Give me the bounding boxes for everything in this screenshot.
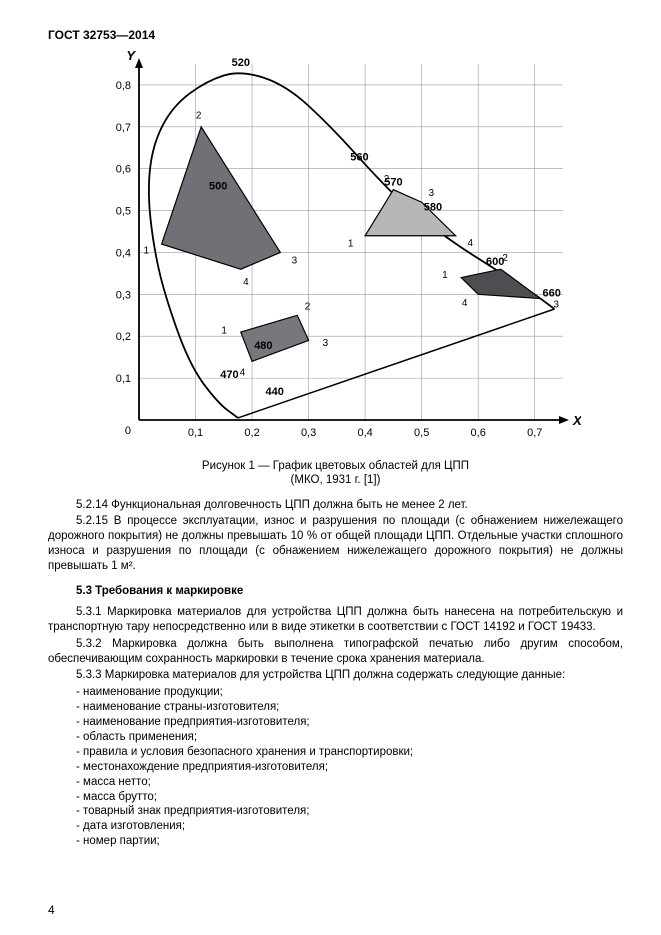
svg-text:0,7: 0,7 (115, 122, 130, 134)
svg-text:1: 1 (442, 270, 448, 281)
svg-text:580: 580 (423, 202, 441, 214)
svg-text:Y: Y (126, 50, 136, 63)
svg-text:2: 2 (195, 110, 201, 121)
section-5-3-title: 5.3 Требования к маркировке (76, 585, 623, 597)
list-item: дата изготовления; (76, 819, 623, 834)
svg-text:0,2: 0,2 (244, 427, 259, 439)
list-item: масса нетто; (76, 775, 623, 790)
svg-text:0,1: 0,1 (187, 427, 202, 439)
caption-line-1: Рисунок 1 — График цветовых областей для… (202, 460, 469, 472)
svg-text:470: 470 (220, 369, 238, 381)
para-5-3-1: 5.3.1 Маркировка материалов для устройст… (48, 605, 623, 634)
svg-text:0,3: 0,3 (115, 289, 130, 301)
svg-text:0,5: 0,5 (414, 427, 429, 439)
svg-text:0,7: 0,7 (527, 427, 542, 439)
svg-text:0,4: 0,4 (115, 247, 130, 259)
svg-text:0,6: 0,6 (470, 427, 485, 439)
svg-text:480: 480 (254, 340, 272, 352)
svg-text:570: 570 (384, 176, 402, 188)
para-5-2-15: 5.2.15 В процессе эксплуатации, износ и … (48, 514, 623, 573)
list-item: товарный знак предприятия-изготовителя; (76, 804, 623, 819)
svg-text:440: 440 (265, 386, 283, 398)
list-item: правила и условия безопасного хранения и… (76, 745, 623, 760)
para-5-2-14: 5.2.14 Функциональная долговечность ЦПП … (48, 498, 623, 513)
list-item: наименование страны-изготовителя; (76, 700, 623, 715)
svg-text:0,5: 0,5 (115, 206, 130, 218)
chromaticity-chart: 0,1 0,2 0,3 0,4 0,5 0,6 0,7 0,1 0,2 0,3 0,4 0,5 0,6 0… (91, 50, 581, 453)
caption-line-2: (МКО, 1931 г. [1]) (291, 474, 381, 486)
page: ГОСТ 32753—2014 0,10,20,30,40,50,60,70,1… (0, 0, 661, 935)
svg-text:560: 560 (350, 151, 368, 163)
svg-text:4: 4 (243, 277, 249, 288)
list-item: наименование предприятия-изготовителя; (76, 715, 623, 730)
text-5-3-3-intro: 5.3.3 Маркировка материалов для устройст… (76, 669, 565, 681)
svg-text:3: 3 (291, 255, 297, 266)
page-number: 4 (48, 903, 55, 917)
list-item: наименование продукции; (76, 685, 623, 700)
list-item: номер партии; (76, 834, 623, 849)
para-5-3-3-intro: 5.3.3 Маркировка материалов для устройст… (48, 668, 623, 683)
svg-text:4: 4 (239, 368, 245, 379)
svg-text:660: 660 (542, 287, 560, 299)
svg-text:4: 4 (467, 238, 473, 249)
chart-svg: 0,1 0,2 0,3 0,4 0,5 0,6 0,7 0,1 0,2 0,3 0,4 0,5 0,6 0… (91, 50, 581, 450)
list-5-3-3: наименование продукции;наименование стра… (48, 685, 623, 849)
doc-header: ГОСТ 32753—2014 (48, 28, 623, 42)
svg-text:0,2: 0,2 (115, 331, 130, 343)
svg-text:1: 1 (347, 238, 353, 249)
svg-text:3: 3 (553, 299, 559, 310)
svg-text:4: 4 (461, 298, 467, 309)
svg-text:0,4: 0,4 (357, 427, 372, 439)
text-5-3-1: 5.3.1 Маркировка материалов для устройст… (48, 606, 623, 633)
text-5-2-15: 5.2.15 В процессе эксплуатации, износ и … (48, 515, 623, 571)
svg-text:0,1: 0,1 (115, 373, 130, 385)
svg-text:3: 3 (428, 188, 434, 199)
svg-text:X: X (572, 413, 581, 428)
svg-text:1: 1 (143, 245, 149, 256)
svg-text:1: 1 (221, 325, 227, 336)
svg-text:0: 0 (124, 425, 130, 437)
svg-text:3: 3 (322, 338, 328, 349)
list-item: местонахождение предприятия-изготовителя… (76, 760, 623, 775)
figure-caption: Рисунок 1 — График цветовых областей для… (48, 459, 623, 488)
list-item: область применения; (76, 730, 623, 745)
svg-text:2: 2 (304, 301, 310, 312)
text-5-3-2: 5.3.2 Маркировка должна быть выполнена т… (48, 638, 623, 665)
svg-text:0,3: 0,3 (300, 427, 315, 439)
text-5-2-14: 5.2.14 Функциональная долговечность ЦПП … (76, 499, 468, 511)
para-5-3-2: 5.3.2 Маркировка должна быть выполнена т… (48, 637, 623, 666)
list-item: масса брутто; (76, 790, 623, 805)
svg-text:0,6: 0,6 (115, 164, 130, 176)
svg-text:520: 520 (231, 57, 249, 69)
svg-text:600: 600 (485, 256, 503, 268)
svg-text:500: 500 (208, 181, 226, 193)
svg-text:0,8: 0,8 (115, 80, 130, 92)
